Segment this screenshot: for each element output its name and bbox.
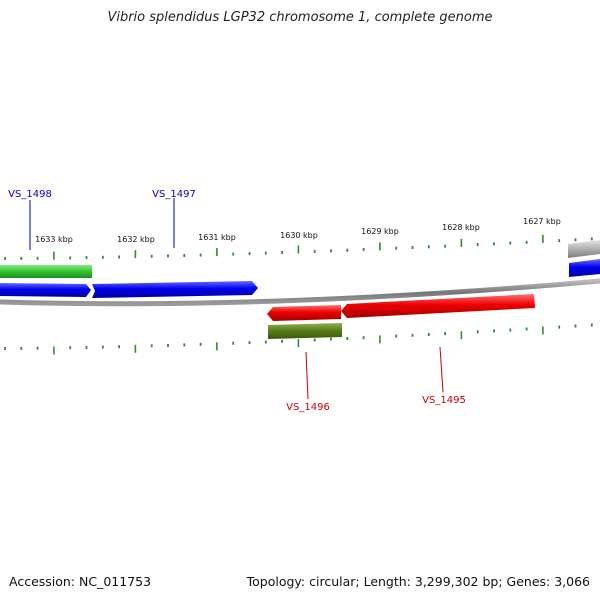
genome-summary: Topology: circular; Length: 3,299,302 bp… <box>246 574 590 589</box>
feature-forward-cds[interactable] <box>92 281 258 298</box>
map-title: Vibrio splendidus LGP32 chromosome 1, co… <box>107 10 493 25</box>
ruler-label: 1631 kbp <box>198 233 236 242</box>
ruler-label: 1630 kbp <box>280 231 318 240</box>
ruler-label: 1633 kbp <box>35 235 73 244</box>
outer-ruler-labels: 1633 kbp 1632 kbp 1631 kbp 1630 kbp 1629… <box>35 217 561 244</box>
feature-reverse-gene[interactable] <box>268 323 342 339</box>
label-leader-line <box>439 346 444 393</box>
accession-label: Accession: NC_011753 <box>9 574 152 589</box>
ruler-label: 1629 kbp <box>361 227 399 236</box>
feature-forward-gene[interactable] <box>0 265 92 278</box>
feature-reverse-cds[interactable] <box>267 305 341 321</box>
inner-ruler-ticks <box>4 323 593 355</box>
feature-forward-cds[interactable] <box>569 259 600 277</box>
genome-backbone <box>0 278 600 307</box>
gene-label-vs-1498[interactable]: VS_1498 <box>8 189 52 200</box>
gene-label-vs-1495[interactable]: VS_1495 <box>422 395 466 406</box>
ruler-label: 1632 kbp <box>117 235 155 244</box>
feature-reverse-cds[interactable] <box>341 294 535 318</box>
gene-label-vs-1497[interactable]: VS_1497 <box>152 189 196 200</box>
label-leader-line <box>305 351 309 400</box>
gene-label-vs-1496[interactable]: VS_1496 <box>286 402 330 413</box>
outer-ruler-ticks <box>4 235 593 260</box>
ruler-label: 1627 kbp <box>523 217 561 226</box>
feature-other[interactable] <box>568 240 600 258</box>
feature-forward-cds[interactable] <box>0 283 91 297</box>
ruler-label: 1628 kbp <box>442 223 480 232</box>
